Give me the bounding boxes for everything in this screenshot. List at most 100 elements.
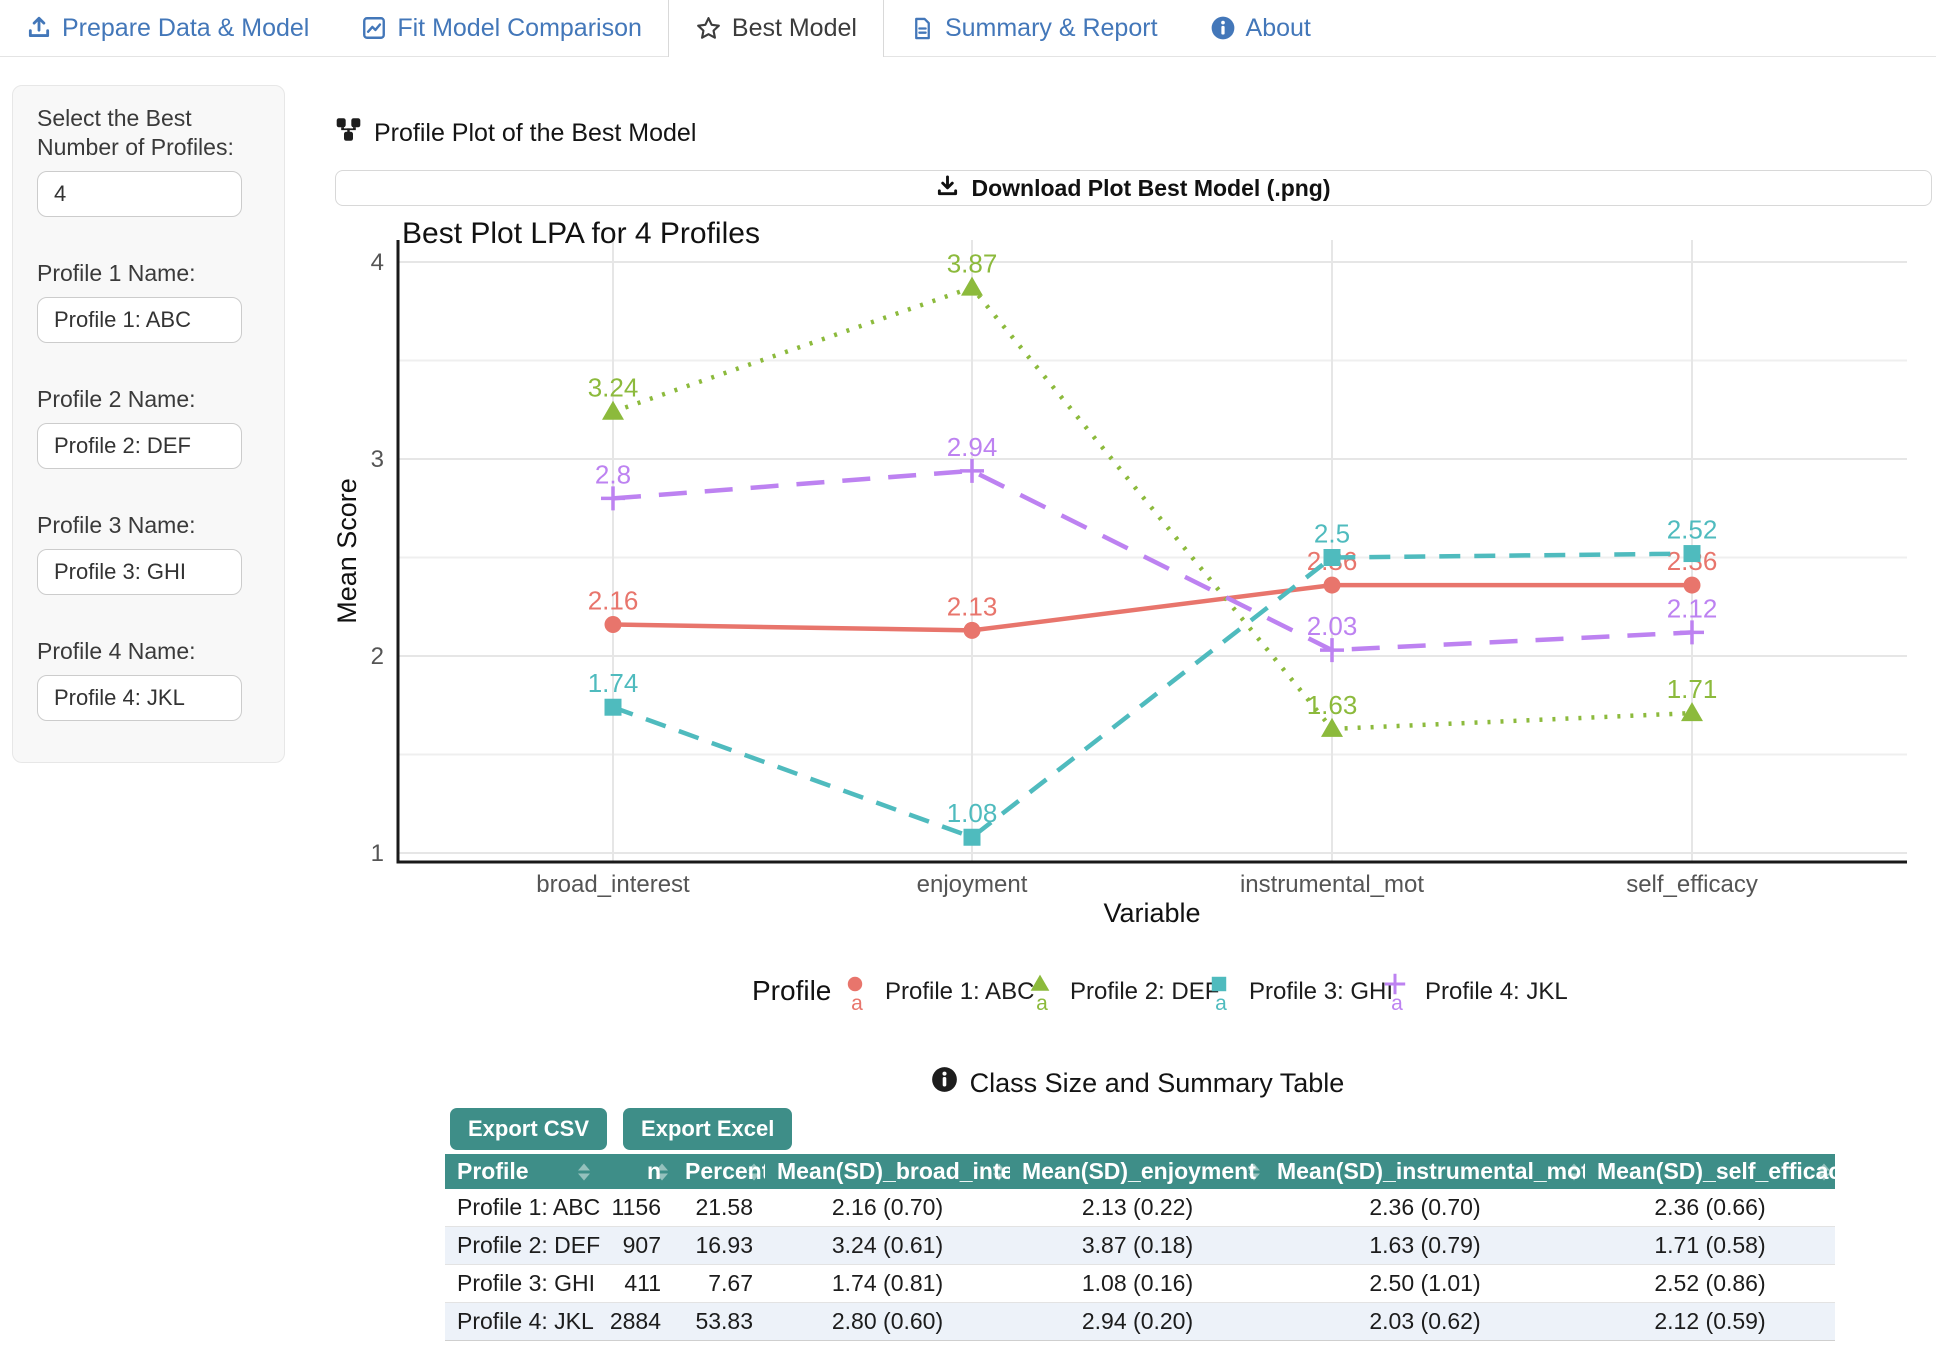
y-axis-title: Mean Score [332,478,362,624]
y-tick-label: 2 [371,643,384,670]
profile-3-name-label: Profile 3 Name: [37,512,196,538]
sort-arrows-icon [656,1163,668,1180]
upload-icon [26,15,52,41]
summary-table: Profile n Percent Mean(SD)_broad_interest Me… [445,1154,1835,1341]
series-line [612,582,1692,633]
series-4: 2.8 2.94 2.03 2.12 [595,432,1718,663]
point-label: 2.36 [1667,546,1718,576]
tab-label: Best Model [731,14,857,42]
point-marker [601,486,625,511]
table-cell: 3.87 (0.18) [1010,1226,1265,1265]
sort-arrows-icon [1568,1163,1580,1180]
point-label: 3.87 [947,249,998,279]
legend-item-label: Profile 1: ABC [885,978,1034,1005]
tab-prepare-data-model[interactable]: Prepare Data & Model [0,0,335,56]
sort-arrows-icon [1818,1163,1830,1180]
table-row: Profile 3: GHI 411 7.67 1.74 (0.81) 1.08 (0.… [445,1264,1835,1303]
column-header-2[interactable]: Percent [673,1154,765,1189]
table-cell: 3.24 (0.61) [765,1226,1010,1265]
column-header-0[interactable]: Profile [445,1154,595,1189]
tab-summary-report[interactable]: Summary & Report [884,0,1184,56]
legend-item-1: a Profile 1: ABC [847,976,1034,1015]
table-cell: 411 [595,1264,673,1303]
table-section-heading: Class Size and Summary Table [440,1066,1835,1100]
tab-label: About [1245,13,1311,42]
table-cell: 2.94 (0.20) [1010,1302,1265,1341]
download-plot-button[interactable]: Download Plot Best Model (.png) [335,170,1932,206]
legend-title: Profile [752,975,831,1006]
series-3: 1.74 1.08 2.5 2.52 [588,515,1718,846]
top-navbar: Prepare Data & Model Fit Model Compariso… [0,0,1936,57]
profile-4-name-input[interactable] [37,675,242,721]
point-marker [1323,549,1341,566]
point-marker [602,400,624,420]
table-cell: 7.67 [673,1264,765,1303]
sort-arrows-icon [748,1163,760,1180]
profile-3-name-input[interactable] [37,549,242,595]
point-marker [1321,717,1343,737]
column-header-1[interactable]: n [595,1154,673,1189]
table-cell: 907 [595,1226,673,1265]
table-cell: 2.12 (0.59) [1585,1302,1835,1341]
export-csv-button[interactable]: Export CSV [450,1108,608,1150]
legend-item-label: Profile 2: DEF [1070,978,1219,1005]
chart-title: Best Plot LPA for 4 Profiles [402,217,760,250]
profile-1-name-input[interactable] [37,297,242,343]
table-section-title: Class Size and Summary Table [969,1067,1345,1098]
summary-table-container: Profile n Percent Mean(SD)_broad_interest Me… [445,1154,1835,1341]
chart-line-icon [361,15,387,41]
sort-arrows-icon [1248,1163,1260,1180]
table-cell: 2.80 (0.60) [765,1302,1010,1341]
x-tick-label: self_efficacy [1626,871,1758,898]
point-label: 2.94 [947,432,998,462]
profile-plot-chart: 1 2 3 4 broad_interest enjoyment instrumental_… [332,217,1907,1015]
column-header-4[interactable]: Mean(SD)_enjoyment [1010,1154,1265,1189]
tab-fit-model-comparison[interactable]: Fit Model Comparison [335,0,668,56]
table-cell: Profile 2: DEF [445,1226,600,1265]
profile-2-name-label: Profile 2 Name: [37,386,196,412]
export-buttons: Export CSV Export Excel [450,1108,793,1150]
table-cell: 2.36 (0.70) [1265,1189,1585,1227]
point-label: 2.8 [595,459,631,489]
table-cell: 21.58 [673,1189,765,1227]
column-header-5[interactable]: Mean(SD)_instrumental_mot [1265,1154,1585,1189]
series-2: 3.24 3.87 1.63 1.71 [588,249,1717,737]
point-marker [1683,545,1701,563]
export-excel-button[interactable]: Export Excel [623,1108,793,1150]
legend-key-glyph: a [851,992,863,1015]
legend-item-2: a Profile 2: DEF [1030,974,1219,1015]
sort-arrows-icon [993,1163,1005,1180]
summary-table-head: Profile n Percent Mean(SD)_broad_interest Me… [445,1154,1835,1189]
y-tick-label: 4 [371,249,384,276]
table-cell: 53.83 [673,1302,765,1341]
table-cell: Profile 1: ABC [445,1189,600,1227]
column-header-3[interactable]: Mean(SD)_broad_interest [765,1154,1010,1189]
point-label: 1.63 [1307,690,1358,720]
x-tick-label: enjoyment [917,871,1028,898]
table-row: Profile 2: DEF 907 16.93 3.24 (0.61) 3.87 (0… [445,1226,1835,1265]
point-label: 2.12 [1667,593,1718,623]
table-cell: 16.93 [673,1226,765,1265]
point-marker [963,828,981,846]
plot-section-heading: Profile Plot of the Best Model [335,116,696,150]
tab-label: Prepare Data & Model [62,13,310,42]
y-tick-label: 3 [371,446,384,473]
profile-2-name-group: Profile 2 Name: [37,385,260,469]
column-header-6[interactable]: Mean(SD)_self_efficacy [1585,1154,1835,1189]
column-header-label: Profile [457,1158,529,1184]
point-marker [1680,620,1704,645]
table-cell: 1.08 (0.16) [1010,1264,1265,1303]
profiles-number-input[interactable] [37,171,242,217]
point-marker [960,458,984,483]
tab-about[interactable]: About [1184,0,1337,56]
sort-arrows-icon [578,1163,590,1180]
profile-2-name-input[interactable] [37,423,242,469]
table-cell: 1.63 (0.79) [1265,1226,1585,1265]
profiles-number-label: Select the Best Number of Profiles: [37,105,234,160]
tab-best-model[interactable]: Best Model [667,0,884,57]
legend-item-4: a Profile 4: JKL [1384,973,1568,1015]
table-cell: 2.03 (0.62) [1265,1302,1585,1341]
legend-item-label: Profile 4: JKL [1425,978,1568,1005]
point-label: 2.52 [1667,515,1718,545]
star-icon [695,15,722,42]
